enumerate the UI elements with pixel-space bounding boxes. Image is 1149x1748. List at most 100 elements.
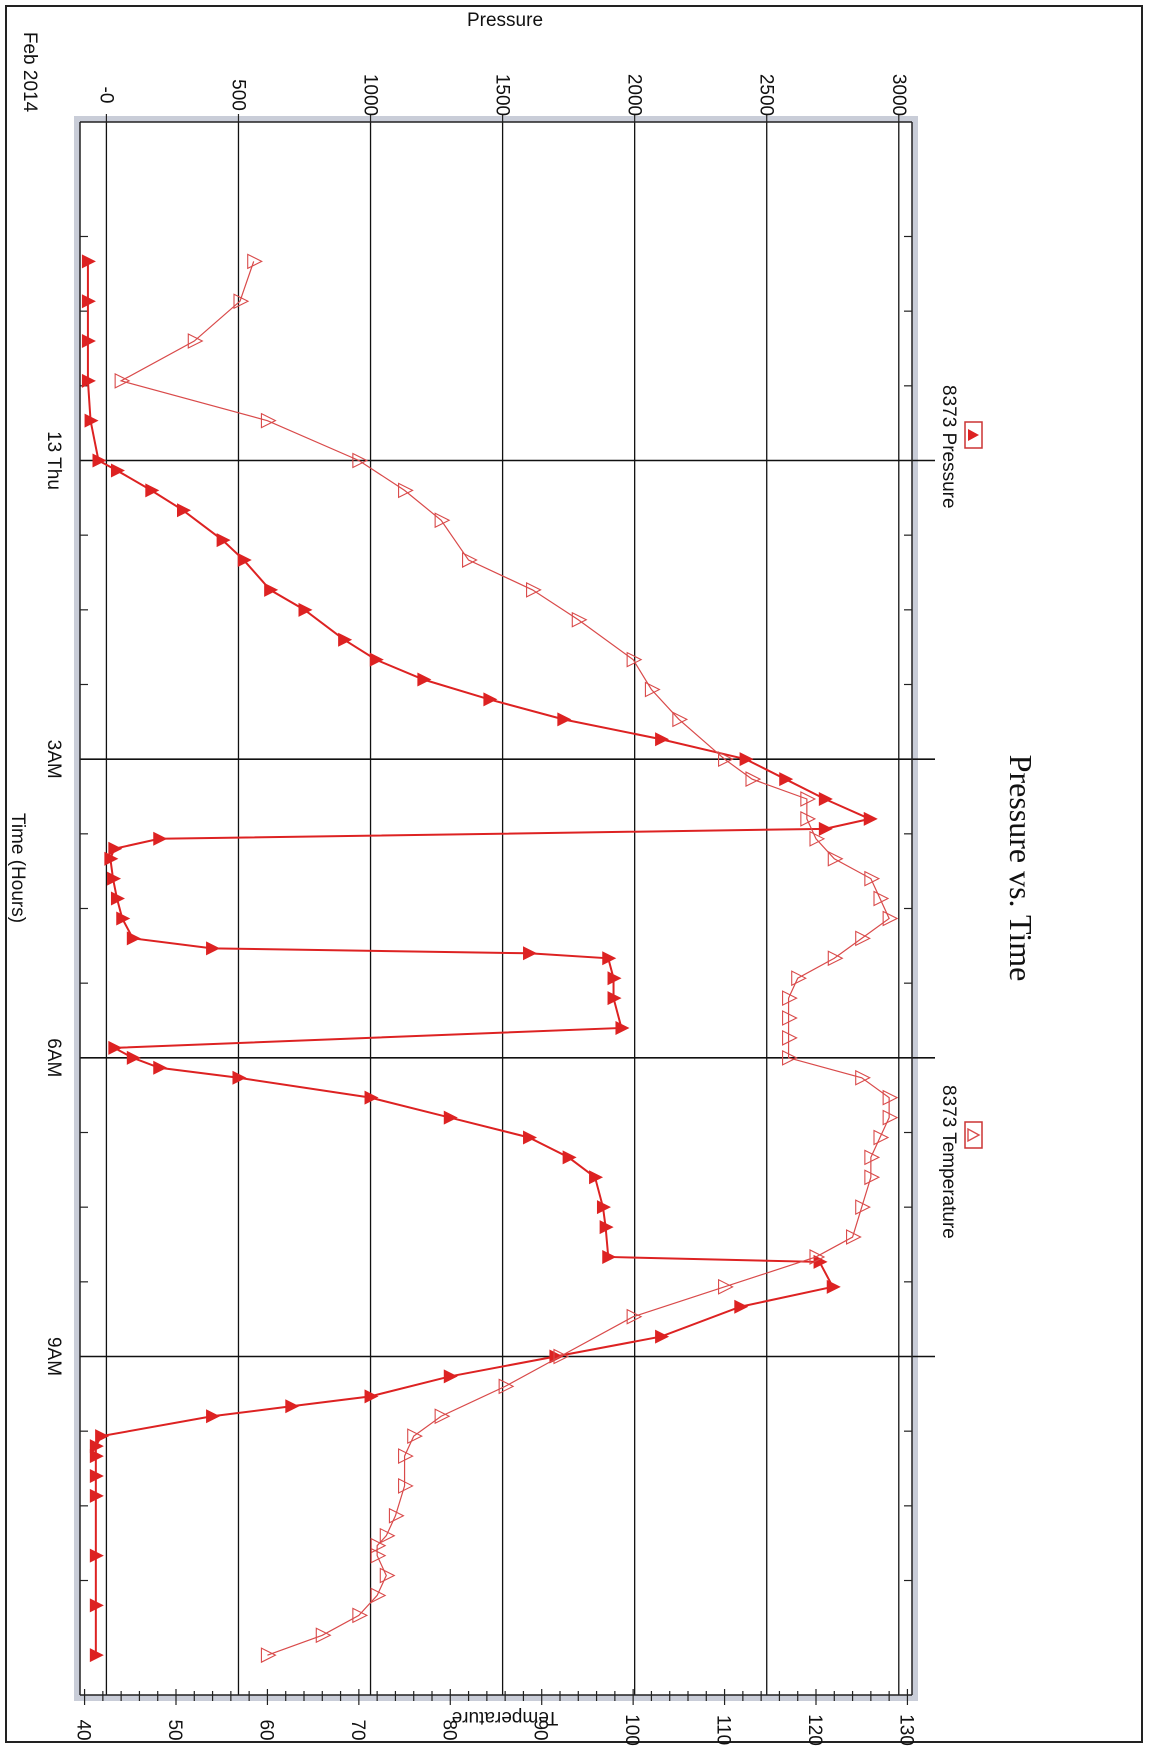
pressure-point <box>92 453 107 468</box>
pressure-point <box>813 1254 828 1269</box>
pressure-point <box>81 334 96 349</box>
pressure-tick-label: 2000 <box>624 74 645 116</box>
pressure-point <box>89 1548 104 1563</box>
temperature-point <box>571 611 588 628</box>
temperature-point <box>388 1507 405 1524</box>
temperature-point <box>398 482 414 499</box>
pressure-point <box>557 712 572 727</box>
pressure-point <box>607 971 622 986</box>
pressure-point <box>206 941 221 956</box>
legend-temperature-marker <box>967 1127 981 1143</box>
temperature-point <box>809 830 826 847</box>
temperature-point <box>782 990 798 1006</box>
temperature-point <box>791 970 807 987</box>
temperature-point <box>315 1627 332 1644</box>
pressure-point <box>264 582 279 597</box>
temperature-point <box>882 1089 899 1106</box>
temperature-point <box>498 1378 515 1395</box>
temperature-point <box>407 1428 423 1445</box>
left-axis-label: Pressure <box>467 10 543 31</box>
series-layer <box>81 253 899 1664</box>
pressure-point <box>237 553 252 568</box>
temperature-point <box>370 1547 387 1564</box>
page-frame <box>5 5 1143 1743</box>
pressure-point <box>338 632 353 647</box>
pressure-point <box>107 871 122 886</box>
temperature-tick-label: 130 <box>895 1714 916 1746</box>
temperature-point <box>352 452 369 469</box>
pressure-tick-label: -0 <box>95 87 116 104</box>
pressure-point <box>443 1110 458 1125</box>
pressure-point <box>89 1449 104 1464</box>
temperature-tick-label: 60 <box>255 1719 276 1740</box>
pressure-point <box>443 1369 458 1384</box>
pressure-point <box>89 1439 104 1454</box>
time-tick-label: 13 Thu <box>43 431 64 490</box>
temperature-point <box>855 930 871 947</box>
pressure-point <box>126 1050 141 1065</box>
pressure-point <box>89 1488 104 1503</box>
pressure-point <box>206 1409 221 1424</box>
pressure-tick-label: 1500 <box>492 74 513 116</box>
pressure-tick-label: 3000 <box>888 74 909 116</box>
time-tick-label: 3AM <box>43 740 64 779</box>
pressure-point <box>95 1429 110 1444</box>
temperature-series-line <box>119 261 890 1656</box>
pressure-point <box>779 772 794 787</box>
temperature-point <box>782 1010 798 1026</box>
temperature-point <box>260 412 277 429</box>
temperature-point <box>247 253 263 270</box>
temperature-point <box>526 582 542 598</box>
pressure-point <box>110 463 125 478</box>
temperature-point <box>260 1647 277 1664</box>
legend-temperature-label: 8373 Temperature <box>938 1085 959 1239</box>
pressure-point <box>523 946 538 961</box>
pressure-point <box>615 1020 630 1035</box>
temperature-tick-label: 50 <box>164 1719 185 1740</box>
x-axis-label: Time (Hours) <box>7 813 28 923</box>
pressure-point <box>596 1200 611 1215</box>
pressure-point <box>562 1150 577 1165</box>
pressure-point <box>417 672 432 687</box>
temperature-point <box>882 1109 899 1126</box>
temperature-point <box>873 1129 890 1146</box>
temperature-point <box>782 1049 798 1066</box>
temperature-tick-label: 80 <box>438 1719 459 1740</box>
legend-pressure-marker <box>968 429 979 441</box>
temperature-point <box>873 890 890 907</box>
pressure-point <box>655 732 670 747</box>
legend-pressure: 8373 Pressure <box>938 385 983 509</box>
pressure-point <box>81 373 96 388</box>
pressure-tick-label: 2500 <box>756 74 777 116</box>
temperature-point <box>782 1030 798 1046</box>
pressure-point <box>285 1399 300 1414</box>
temperature-point <box>827 850 844 867</box>
pressure-point <box>110 891 125 906</box>
temperature-point <box>434 512 451 529</box>
pressure-point <box>863 811 878 826</box>
pressure-point <box>655 1329 670 1344</box>
date-label: Feb 2014 <box>19 32 40 113</box>
legend-temperature-swatch <box>964 1121 983 1149</box>
temperature-point <box>626 651 643 668</box>
temperature-point <box>864 1169 881 1186</box>
pressure-point <box>602 951 617 966</box>
pressure-point <box>108 1040 123 1055</box>
temperature-tick-label: 110 <box>713 1715 734 1745</box>
pressure-point <box>734 1299 749 1314</box>
temperature-tick-label: 120 <box>804 1714 825 1746</box>
pressure-point <box>153 831 168 846</box>
pressure-point <box>523 1130 538 1145</box>
temperature-point <box>553 1348 570 1365</box>
temperature-point <box>462 552 478 568</box>
temperature-point <box>187 333 204 349</box>
temperature-point <box>864 1149 881 1166</box>
pressure-point <box>483 692 498 707</box>
temperature-point <box>114 372 131 389</box>
temperature-tick-label: 100 <box>621 1714 642 1746</box>
time-tick-label: 9AM <box>43 1337 64 1376</box>
pressure-point <box>739 752 754 767</box>
pressure-point <box>369 652 384 667</box>
time-tick-label: 6AM <box>43 1038 64 1077</box>
